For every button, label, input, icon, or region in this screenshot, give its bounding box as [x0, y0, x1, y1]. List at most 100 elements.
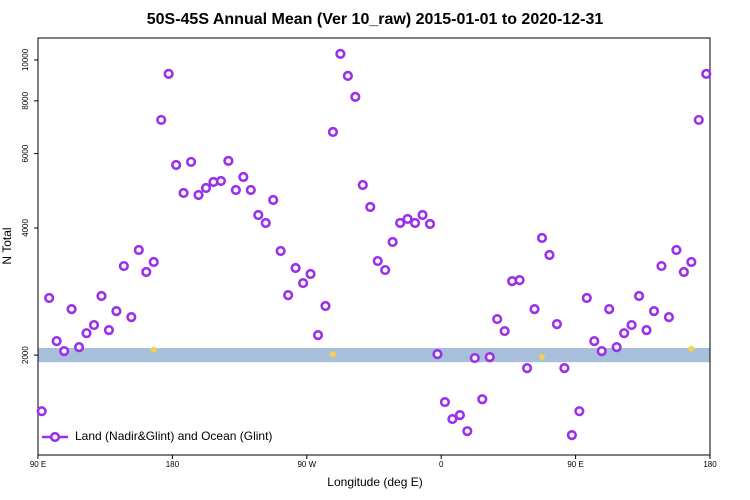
x-tick-label: 90 E [30, 460, 46, 469]
legend-marker [49, 431, 61, 443]
data-point [290, 262, 301, 274]
data-point [118, 260, 129, 272]
data-point [260, 217, 271, 229]
data-point [59, 346, 70, 357]
data-point [626, 319, 637, 331]
data-point [380, 264, 391, 276]
highlight-point [150, 346, 157, 353]
data-point [350, 91, 361, 102]
data-point [297, 277, 309, 289]
data-point [275, 245, 286, 257]
data-point [663, 312, 675, 323]
data-point [193, 189, 204, 201]
data-point [536, 232, 548, 244]
data-point [648, 306, 660, 317]
data-point [432, 348, 443, 360]
data-point [103, 325, 115, 336]
data-point [357, 179, 368, 191]
data-point [641, 325, 652, 336]
data-point [499, 325, 510, 337]
data-point [200, 182, 212, 194]
data-point [327, 126, 339, 138]
data-point [604, 304, 615, 315]
data-point [372, 255, 383, 267]
highlight-point [539, 353, 545, 360]
x-tick-label: 90 E [567, 460, 583, 469]
data-point [596, 346, 607, 357]
data-point [671, 244, 682, 256]
data-point [253, 209, 264, 221]
data-point [163, 68, 174, 79]
data-point [73, 342, 85, 353]
data-point [387, 236, 398, 248]
data-point [238, 171, 249, 183]
data-point [529, 304, 540, 315]
data-point [342, 70, 353, 81]
data-point [678, 266, 689, 278]
data-point [551, 319, 563, 330]
data-point [454, 409, 465, 421]
data-point [521, 363, 533, 374]
data-point [477, 394, 488, 405]
data-point [409, 217, 421, 229]
highlight-point [329, 351, 336, 358]
data-point [656, 260, 667, 272]
x-tick-label: 0 [439, 460, 444, 469]
y-tick-label: 2000 [21, 346, 30, 364]
data-point [283, 289, 294, 301]
x-tick-label: 180 [166, 460, 180, 469]
data-point [581, 292, 592, 304]
plot-frame [37, 37, 711, 456]
y-tick-label: 10000 [21, 48, 30, 71]
data-point [44, 292, 55, 304]
data-point [133, 244, 144, 256]
data-point [566, 429, 577, 441]
data-point [395, 217, 406, 229]
data-point [335, 48, 346, 59]
legend-label: Land (Nadir&Glint) and Ocean (Glint) [75, 429, 272, 443]
data-point [484, 352, 495, 363]
data-point [417, 209, 428, 221]
data-point [701, 68, 712, 79]
data-point [230, 184, 241, 196]
x-tick-label: 180 [703, 460, 717, 469]
data-point [693, 114, 704, 126]
data-point [305, 268, 316, 280]
y-tick-label: 4000 [21, 219, 30, 237]
data-point [171, 159, 182, 171]
data-point [185, 156, 197, 168]
data-point [148, 256, 159, 268]
y-tick-label: 6000 [21, 144, 30, 162]
data-point [36, 406, 47, 417]
data-point [559, 363, 570, 374]
data-point [462, 426, 473, 437]
data-point [686, 256, 697, 268]
data-point [633, 290, 645, 302]
data-point [402, 213, 413, 225]
data-point [514, 275, 525, 286]
data-point [544, 249, 555, 261]
data-point [223, 155, 234, 167]
data-point [619, 328, 630, 339]
data-point [156, 114, 167, 126]
data-point [439, 396, 451, 408]
highlight-point [688, 345, 695, 352]
data-point [365, 201, 376, 213]
data-point [589, 336, 600, 347]
chart-title: 50S-45S Annual Mean (Ver 10_raw) 2015-01… [147, 11, 604, 28]
data-point [126, 312, 137, 323]
y-tick-label: 8000 [21, 91, 30, 109]
data-point [245, 184, 256, 196]
data-point [96, 290, 107, 302]
y-axis-label: N Total [0, 227, 14, 264]
data-point [424, 218, 436, 230]
x-tick-label: 90 W [297, 460, 316, 469]
band [38, 347, 710, 363]
data-point [51, 336, 62, 347]
data-point [111, 306, 122, 317]
data-point [312, 330, 324, 341]
data-point [447, 413, 458, 425]
data-point [492, 313, 503, 325]
